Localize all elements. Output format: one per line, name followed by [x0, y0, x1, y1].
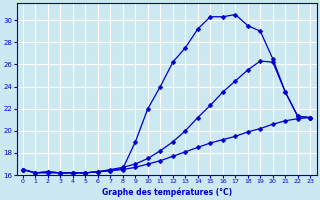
- X-axis label: Graphe des températures (°C): Graphe des températures (°C): [101, 187, 232, 197]
